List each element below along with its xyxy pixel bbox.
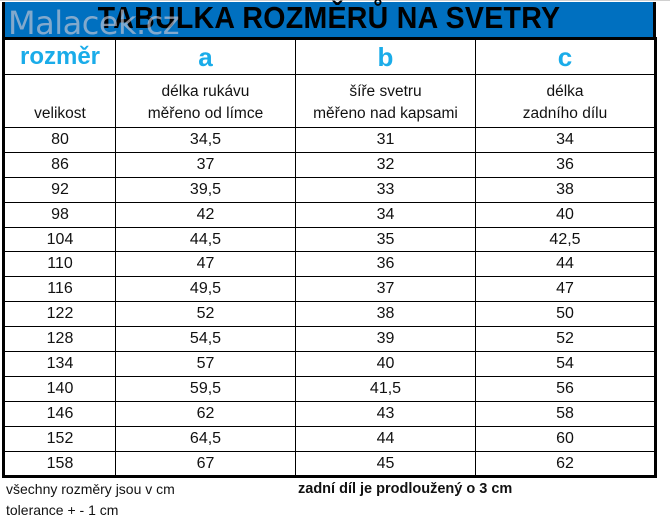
- header-row: rozměr a b c: [3, 38, 656, 75]
- table-row: 92 39,5 33 38: [3, 176, 656, 203]
- cell-b: 44: [295, 425, 476, 452]
- cell-b: 32: [295, 151, 476, 178]
- table-row: 146 62 43 58: [3, 400, 656, 427]
- cell-b: 38: [295, 301, 476, 328]
- cell-size: 80: [3, 127, 116, 153]
- cell-b: 41,5: [295, 375, 476, 402]
- cell-a: 57: [115, 351, 296, 377]
- table-row: 98 42 34 40: [3, 201, 656, 228]
- cell-size: 146: [3, 400, 116, 427]
- cell-b: 34: [295, 201, 476, 228]
- desc-line2: měřeno od límce: [147, 105, 264, 122]
- cell-b: 33: [295, 176, 476, 203]
- top-divider: [0, 0, 670, 1]
- cell-size: 92: [3, 176, 116, 203]
- cell-a: 37: [115, 151, 296, 178]
- table-row: 104 44,5 35 42,5: [3, 226, 656, 253]
- cell-size: 122: [3, 301, 116, 328]
- cell-a: 59,5: [115, 375, 296, 402]
- cell-b: 39: [295, 326, 476, 353]
- cell-b: 37: [295, 276, 476, 303]
- table-row: 158 67 45 62: [3, 450, 656, 478]
- cell-b: 35: [295, 226, 476, 253]
- desc-line1: šíře svetru: [349, 83, 422, 100]
- desc-line2: měřeno nad kapsami: [313, 105, 458, 122]
- cell-c: 40: [475, 201, 656, 228]
- size-table: rozměr a b c velikost délka rukávu měřen…: [2, 37, 657, 479]
- cell-a: 52: [115, 301, 296, 328]
- cell-size: 98: [3, 201, 116, 228]
- cell-a: 62: [115, 400, 296, 427]
- desc-line1: [5, 81, 115, 103]
- cell-c: 38: [475, 176, 656, 203]
- cell-size: 152: [3, 425, 116, 452]
- desc-b: šíře svetru měřeno nad kapsami: [295, 74, 476, 128]
- cell-size: 128: [3, 326, 116, 353]
- cell-size: 104: [3, 226, 116, 253]
- cell-a: 67: [115, 450, 296, 478]
- cell-b: 45: [295, 450, 476, 478]
- table-row: 140 59,5 41,5 56: [3, 375, 656, 402]
- table-row: 116 49,5 37 47: [3, 276, 656, 303]
- table-row: 122 52 38 50: [3, 301, 656, 328]
- cell-size: 134: [3, 351, 116, 377]
- table-row: 86 37 32 36: [3, 151, 656, 178]
- note-tolerance: tolerance + - 1 cm: [6, 502, 119, 518]
- cell-a: 34,5: [115, 127, 296, 153]
- desc-size: velikost: [3, 74, 116, 128]
- cell-a: 42: [115, 201, 296, 228]
- table-row: 152 64,5 44 60: [3, 425, 656, 452]
- table-row: 128 54,5 39 52: [3, 326, 656, 353]
- desc-line2: velikost: [34, 105, 86, 122]
- cell-c: 56: [475, 375, 656, 402]
- cell-c: 42,5: [475, 226, 656, 253]
- cell-a: 54,5: [115, 326, 296, 353]
- header-a: a: [115, 38, 296, 75]
- desc-line2: zadního dílu: [522, 105, 608, 122]
- table-row: 110 47 36 44: [3, 251, 656, 278]
- cell-c: 44: [475, 251, 656, 278]
- cell-b: 40: [295, 351, 476, 377]
- cell-size: 110: [3, 251, 116, 278]
- desc-line1: délka rukávu: [161, 83, 250, 100]
- cell-c: 62: [475, 450, 656, 478]
- cell-c: 34: [475, 127, 656, 153]
- cell-c: 36: [475, 151, 656, 178]
- cell-b: 31: [295, 127, 476, 153]
- description-row: velikost délka rukávu měřeno od límce ší…: [3, 74, 656, 128]
- cell-a: 39,5: [115, 176, 296, 203]
- note-units: všechny rozměry jsou v cm: [6, 481, 175, 497]
- header-b: b: [295, 38, 476, 75]
- cell-size: 140: [3, 375, 116, 402]
- cell-size: 158: [3, 450, 116, 478]
- cell-c: 47: [475, 276, 656, 303]
- header-c: c: [475, 38, 656, 75]
- cell-c: 58: [475, 400, 656, 427]
- cell-size: 86: [3, 151, 116, 178]
- note-back-length: zadní díl je prodloužený o 3 cm: [298, 481, 513, 497]
- desc-line1: délka: [546, 83, 584, 100]
- cell-a: 64,5: [115, 425, 296, 452]
- desc-c: délka zadního dílu: [475, 74, 656, 128]
- cell-c: 50: [475, 301, 656, 328]
- cell-c: 60: [475, 425, 656, 452]
- title-band: TABULKA ROZMĚRŮ NA SVETRY: [2, 0, 656, 37]
- cell-c: 52: [475, 326, 656, 353]
- header-size: rozměr: [3, 38, 116, 75]
- cell-b: 36: [295, 251, 476, 278]
- cell-a: 44,5: [115, 226, 296, 253]
- cell-a: 49,5: [115, 276, 296, 303]
- page-title: TABULKA ROZMĚRŮ NA SVETRY: [97, 0, 561, 35]
- cell-b: 43: [295, 400, 476, 427]
- table-row: 134 57 40 54: [3, 351, 656, 377]
- cell-size: 116: [3, 276, 116, 303]
- cell-a: 47: [115, 251, 296, 278]
- cell-c: 54: [475, 351, 656, 377]
- desc-a: délka rukávu měřeno od límce: [115, 74, 296, 128]
- table-row: 80 34,5 31 34: [3, 127, 656, 153]
